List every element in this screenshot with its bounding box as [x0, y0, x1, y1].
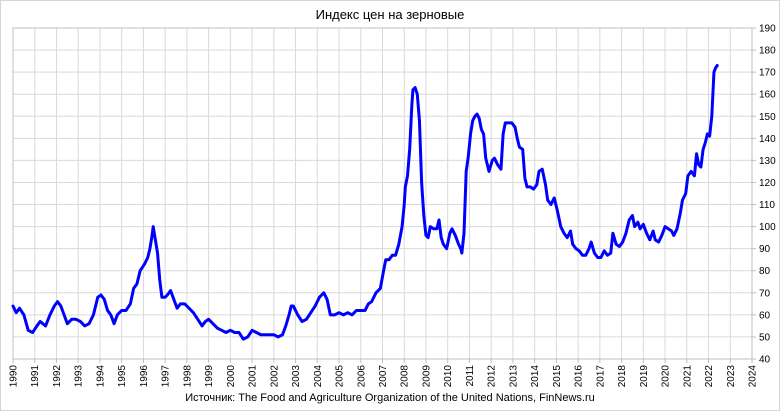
y-tick-label: 190 [759, 24, 776, 35]
x-tick-label: 2000 [226, 365, 237, 388]
chart-title: Индекс цен на зерновые [315, 7, 465, 22]
x-tick-label: 2016 [574, 365, 585, 388]
y-tick-label: 40 [759, 355, 771, 366]
x-tick-label: 2013 [508, 365, 519, 388]
y-tick-label: 80 [759, 266, 771, 277]
x-tick-label: 2022 [704, 365, 715, 388]
series-layer [11, 64, 719, 341]
x-tick-label: 2002 [269, 365, 280, 388]
x-tick-label: 1995 [117, 365, 128, 388]
chart-source: Источник: The Food and Agriculture Organ… [185, 392, 595, 404]
x-tick-label: 1999 [204, 365, 215, 388]
x-tick-label: 2019 [639, 365, 650, 388]
y-tick-label: 60 [759, 310, 771, 321]
y-tick-label: 120 [759, 178, 776, 189]
y-tick-label: 70 [759, 288, 771, 299]
y-tick-label: 100 [759, 222, 776, 233]
y-axis-ticks: 40 50 60 70 80 90 100 110 120 130 140 150 160 170 180 1… [752, 24, 776, 366]
y-tick-label: 170 [759, 68, 776, 79]
x-tick-label: 2012 [487, 365, 498, 388]
x-tick-label: 2017 [595, 365, 606, 388]
y-tick-label: 180 [759, 46, 776, 57]
x-tick-label: 2021 [682, 365, 693, 388]
x-tick-label: 2005 [335, 365, 346, 388]
x-tick-label: 1991 [30, 365, 41, 388]
x-tick-label: 2023 [726, 365, 737, 388]
x-tick-label: 2015 [552, 365, 563, 388]
x-tick-label: 2011 [465, 365, 476, 387]
x-tick-label: 2010 [443, 365, 454, 388]
x-tick-label: 1998 [182, 365, 193, 388]
x-tick-label: 2007 [378, 365, 389, 388]
x-tick-label: 1990 [9, 365, 20, 388]
x-tick-label: 2008 [400, 365, 411, 388]
x-tick-label: 1996 [139, 365, 150, 388]
x-tick-label: 1993 [74, 365, 85, 388]
x-tick-label: 2009 [421, 365, 432, 388]
x-tick-label: 2024 [748, 365, 759, 388]
y-tick-label: 150 [759, 112, 776, 123]
x-tick-label: 2014 [530, 365, 541, 388]
x-tick-label: 1997 [161, 365, 172, 388]
y-tick-label: 160 [759, 90, 776, 101]
x-tick-label: 2006 [356, 365, 367, 388]
x-tick-label: 2003 [291, 365, 302, 388]
y-tick-label: 50 [759, 332, 771, 343]
x-axis-ticks: 1990 1991 1992 1993 1994 1995 1996 1997 1998 1999… [9, 359, 759, 387]
x-tick-label: 2018 [617, 365, 628, 388]
x-tick-label: 1992 [52, 365, 63, 388]
x-tick-label: 2020 [661, 365, 672, 388]
y-tick-label: 130 [759, 156, 776, 167]
y-tick-label: 90 [759, 244, 771, 255]
series-line-0 [11, 64, 719, 341]
x-tick-label: 2004 [313, 365, 324, 388]
y-tick-label: 140 [759, 134, 776, 145]
x-tick-label: 1994 [95, 365, 106, 388]
y-tick-label: 110 [759, 200, 775, 211]
x-tick-label: 2001 [248, 365, 259, 388]
